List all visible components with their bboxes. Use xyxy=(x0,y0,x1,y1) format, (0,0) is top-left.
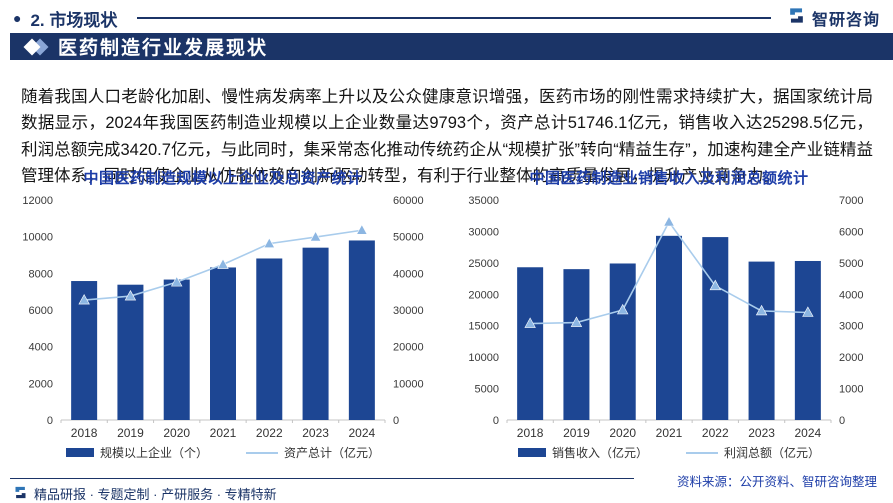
svg-text:2021: 2021 xyxy=(656,426,683,440)
bar-swatch-icon xyxy=(517,448,546,457)
chart-right-legend: 销售收入（亿元） 利润总额（亿元） xyxy=(517,444,820,461)
brand-name: 智研咨询 xyxy=(811,12,880,29)
legend-item: 规模以上企业（个） xyxy=(65,444,208,461)
svg-text:0: 0 xyxy=(493,415,499,427)
footer-divider xyxy=(10,478,634,479)
chart-left-plot: 0 2000 4000 6000 8000 10000 12000 0 10000 20000 30… xyxy=(22,195,424,440)
svg-text:1000: 1000 xyxy=(839,384,863,396)
zhiyan-logo-icon xyxy=(787,6,806,30)
chart-right-plot: 0 5000 10000 15000 20000 25000 30000 35000 0 1000… xyxy=(468,195,863,440)
svg-text:10000: 10000 xyxy=(468,352,499,364)
chart-left-title: 中国医药制造规模以上企业及总资产统计 xyxy=(83,170,363,187)
svg-text:4000: 4000 xyxy=(29,342,53,354)
svg-text:2023: 2023 xyxy=(748,426,775,440)
svg-text:20000: 20000 xyxy=(468,289,499,301)
svg-text:20000: 20000 xyxy=(393,342,424,354)
svg-text:2022: 2022 xyxy=(256,426,283,440)
svg-text:0: 0 xyxy=(47,415,53,427)
svg-text:2018: 2018 xyxy=(517,426,544,440)
svg-text:2019: 2019 xyxy=(563,426,590,440)
legend-label: 销售收入（亿元） xyxy=(551,446,648,460)
svg-text:0: 0 xyxy=(393,415,399,427)
svg-text:2021: 2021 xyxy=(210,426,237,440)
svg-text:60000: 60000 xyxy=(393,195,424,207)
svg-text:2018: 2018 xyxy=(71,426,98,440)
svg-text:6000: 6000 xyxy=(839,226,863,238)
bar-swatch-icon xyxy=(65,448,94,457)
svg-text:10000: 10000 xyxy=(22,232,53,244)
svg-text:35000: 35000 xyxy=(468,195,499,207)
page-header: ● 2. 市场现状 智研咨询 xyxy=(13,6,880,30)
chart-panel-right: 中国医药制造业销售收入及利润总额统计 0 5000 10000 15000 20000 2… xyxy=(446,163,892,461)
legend-item: 利润总额（亿元） xyxy=(686,444,820,461)
legend-label: 资产总计（亿元） xyxy=(284,446,381,460)
svg-text:7000: 7000 xyxy=(839,195,863,207)
svg-text:2019: 2019 xyxy=(117,426,144,440)
svg-text:6000: 6000 xyxy=(29,305,53,317)
svg-text:2022: 2022 xyxy=(702,426,729,440)
bullet-icon: ● xyxy=(13,10,22,26)
chart-right-title: 中国医药制造业销售收入及利润总额统计 xyxy=(529,170,809,187)
svg-text:2023: 2023 xyxy=(302,426,329,440)
svg-text:2020: 2020 xyxy=(163,426,190,440)
svg-text:8000: 8000 xyxy=(29,268,53,280)
footer-text: 精品研报 · 专题定制 · 产研服务 · 专精特新 xyxy=(34,487,277,502)
source-note: 资料来源：公开资料、智研咨询整理 xyxy=(676,475,877,489)
svg-text:5000: 5000 xyxy=(475,384,499,396)
line-swatch-icon xyxy=(246,451,278,454)
svg-text:50000: 50000 xyxy=(393,232,424,244)
svg-text:2000: 2000 xyxy=(839,352,863,364)
svg-text:40000: 40000 xyxy=(393,268,424,280)
svg-text:2024: 2024 xyxy=(349,426,376,440)
svg-text:12000: 12000 xyxy=(22,195,53,207)
svg-text:25000: 25000 xyxy=(468,258,499,270)
chart-left-legend: 规模以上企业（个） 资产总计（亿元） xyxy=(65,444,380,461)
section-banner: 医药制造行业发展现状 xyxy=(10,33,893,60)
intro-paragraph: 随着我国人口老龄化加剧、慢性病发病率上升以及公众健康意识增强，医药市场的刚性需求… xyxy=(21,87,873,186)
legend-label: 利润总额（亿元） xyxy=(724,446,821,460)
svg-text:5000: 5000 xyxy=(839,258,863,270)
svg-text:0: 0 xyxy=(839,415,845,427)
diamond-icon xyxy=(23,38,50,56)
svg-text:2024: 2024 xyxy=(795,426,822,440)
svg-text:30000: 30000 xyxy=(468,226,499,238)
legend-item: 销售收入（亿元） xyxy=(517,444,648,461)
banner-title: 医药制造行业发展现状 xyxy=(58,38,269,59)
line-swatch-icon xyxy=(686,451,718,454)
svg-text:10000: 10000 xyxy=(393,378,424,390)
footer-logo-icon xyxy=(13,485,28,503)
legend-label: 规模以上企业（个） xyxy=(99,446,208,460)
section-title: 2. 市场现状 xyxy=(30,10,118,30)
brand-logo: 智研咨询 xyxy=(787,6,880,30)
svg-text:30000: 30000 xyxy=(393,305,424,317)
svg-text:4000: 4000 xyxy=(839,289,863,301)
footer-tagline: 精品研报 · 专题定制 · 产研服务 · 专精特新 xyxy=(13,484,277,503)
header-divider xyxy=(137,17,771,19)
svg-text:15000: 15000 xyxy=(468,321,499,333)
svg-text:2020: 2020 xyxy=(609,426,636,440)
svg-text:2000: 2000 xyxy=(29,378,53,390)
svg-text:3000: 3000 xyxy=(839,321,863,333)
chart-panel-left: 中国医药制造规模以上企业及总资产统计 0 2000 4000 6000 8000 1000… xyxy=(0,163,446,461)
legend-item: 资产总计（亿元） xyxy=(246,444,380,461)
charts-row: 中国医药制造规模以上企业及总资产统计 0 2000 4000 6000 8000 1000… xyxy=(0,163,893,461)
